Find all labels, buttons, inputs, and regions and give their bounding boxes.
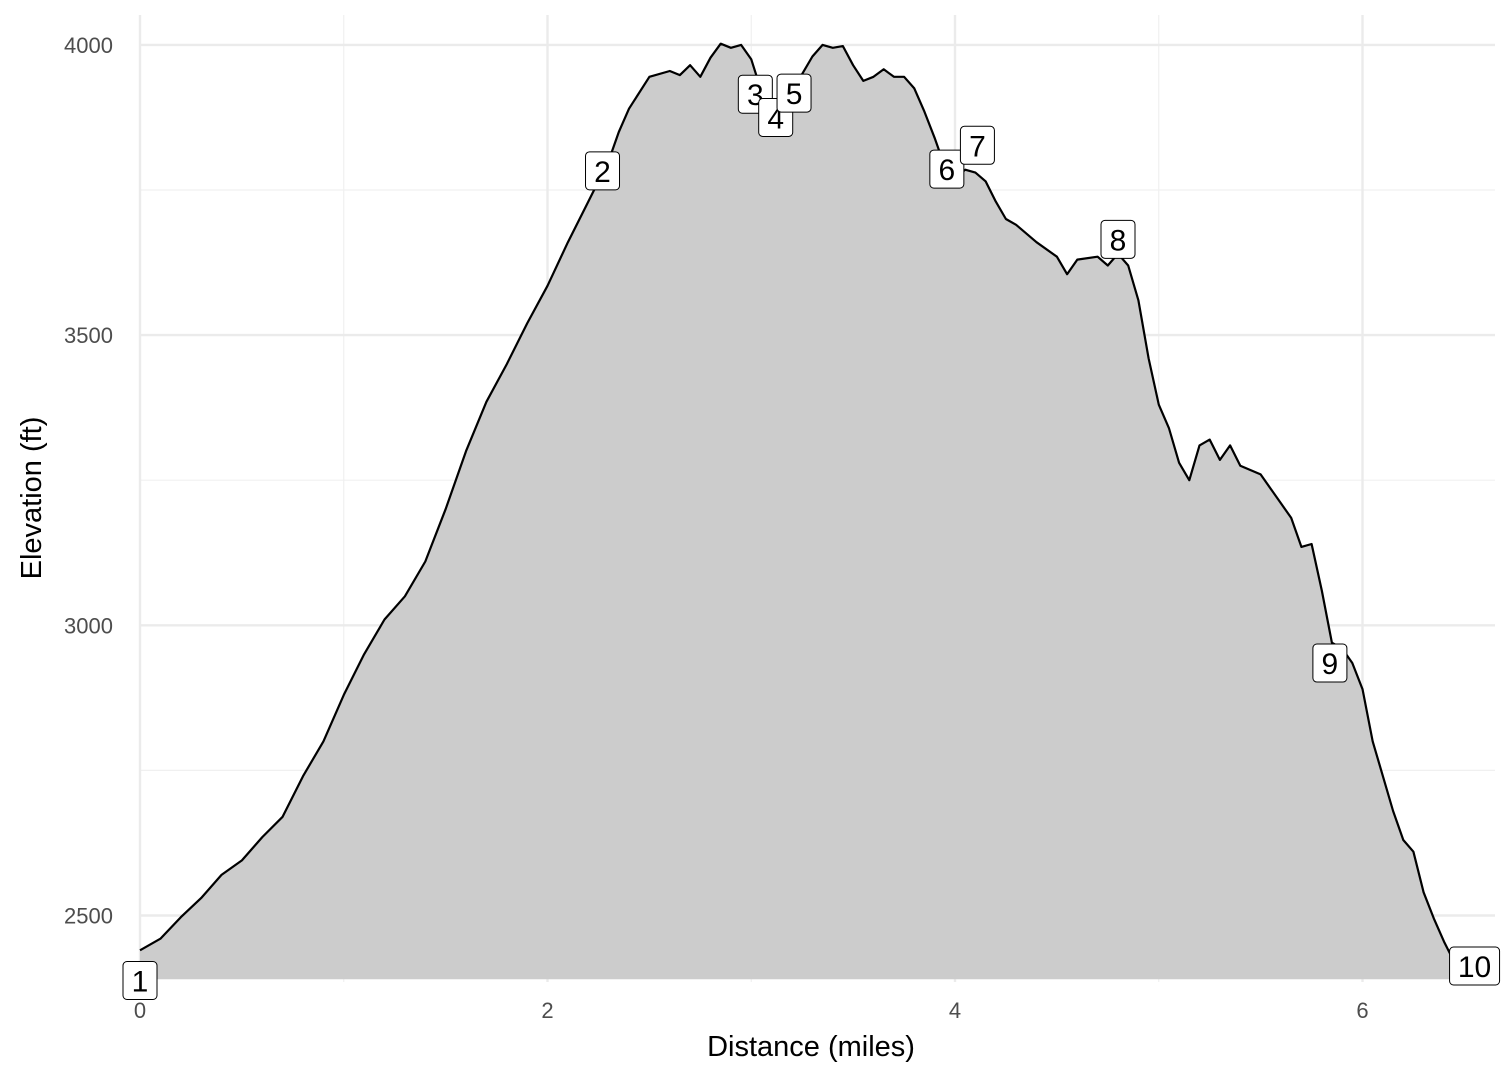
waypoint-label: 10 [1449,946,1501,986]
y-tick-label: 2500 [64,904,113,929]
waypoint-label: 9 [1312,643,1348,683]
waypoint-label: 7 [959,125,995,165]
waypoint-number: 2 [594,156,611,189]
waypoint-box [585,151,621,191]
y-tick-label: 4000 [64,33,113,58]
waypoint-box [1100,219,1136,259]
waypoint-number: 10 [1458,951,1491,984]
waypoint-label: 8 [1100,219,1136,259]
waypoint-box [1312,643,1348,683]
elevation-line [139,42,1466,980]
waypoint-label: 2 [585,151,621,191]
waypoint-number: 5 [786,78,803,111]
waypoint-label: 1 [122,961,158,1001]
x-tick-label: 4 [949,998,961,1023]
waypoint-number: 7 [969,130,986,163]
x-tick-label: 2 [541,998,553,1023]
waypoint-label: 6 [929,149,965,189]
waypoint-number: 9 [1322,648,1339,681]
waypoint-label: 5 [776,73,812,113]
waypoint-box [929,149,965,189]
x-tick-label: 0 [134,998,146,1023]
waypoint-number: 1 [132,966,149,999]
x-axis-ticks: 0 2 4 6 [134,998,1369,1023]
y-tick-label: 3000 [64,613,113,638]
waypoint-box [122,961,158,1001]
waypoint-number: 8 [1110,224,1127,257]
waypoint-box [776,73,812,113]
x-tick-label: 6 [1356,998,1368,1023]
y-tick-label: 3500 [64,323,113,348]
waypoint-box [959,125,995,165]
y-axis-ticks: 2500 3000 3500 4000 [64,33,113,929]
elevation-area [140,43,1465,980]
y-axis-title: Elevation (ft) [16,417,48,580]
waypoint-box [1449,946,1501,986]
x-axis-title: Distance (miles) [707,1031,915,1063]
waypoint-number: 6 [939,154,956,187]
